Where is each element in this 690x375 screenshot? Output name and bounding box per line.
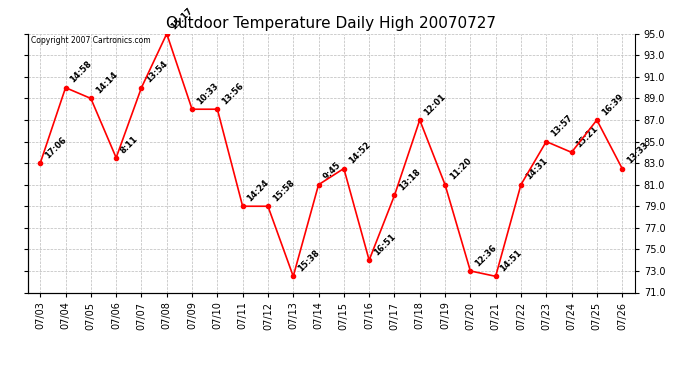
Text: 15:17: 15:17 — [170, 6, 195, 31]
Text: 12:36: 12:36 — [473, 243, 498, 268]
Text: 14:58: 14:58 — [68, 60, 94, 85]
Text: 8:11: 8:11 — [119, 134, 140, 155]
Title: Outdoor Temperature Daily High 20070727: Outdoor Temperature Daily High 20070727 — [166, 16, 496, 31]
Text: 13:33: 13:33 — [625, 141, 650, 166]
Text: 17:06: 17:06 — [43, 135, 68, 160]
Text: 14:31: 14:31 — [524, 157, 549, 182]
Text: 15:21: 15:21 — [574, 124, 600, 150]
Text: 11:20: 11:20 — [448, 157, 473, 182]
Text: 14:14: 14:14 — [94, 70, 119, 96]
Text: 12:01: 12:01 — [422, 92, 448, 117]
Text: Copyright 2007 Cartronics.com: Copyright 2007 Cartronics.com — [30, 36, 150, 45]
Text: 16:51: 16:51 — [372, 232, 397, 257]
Text: 14:51: 14:51 — [498, 248, 524, 273]
Text: 9:45: 9:45 — [322, 161, 342, 182]
Text: 14:52: 14:52 — [346, 140, 372, 166]
Text: 16:39: 16:39 — [600, 92, 625, 117]
Text: 13:54: 13:54 — [144, 60, 170, 85]
Text: 15:38: 15:38 — [296, 248, 322, 273]
Text: 10:33: 10:33 — [195, 81, 220, 106]
Text: 15:58: 15:58 — [270, 178, 296, 204]
Text: 13:56: 13:56 — [220, 81, 246, 106]
Text: 13:57: 13:57 — [549, 114, 574, 139]
Text: 14:24: 14:24 — [246, 178, 270, 204]
Text: 13:18: 13:18 — [397, 168, 422, 193]
